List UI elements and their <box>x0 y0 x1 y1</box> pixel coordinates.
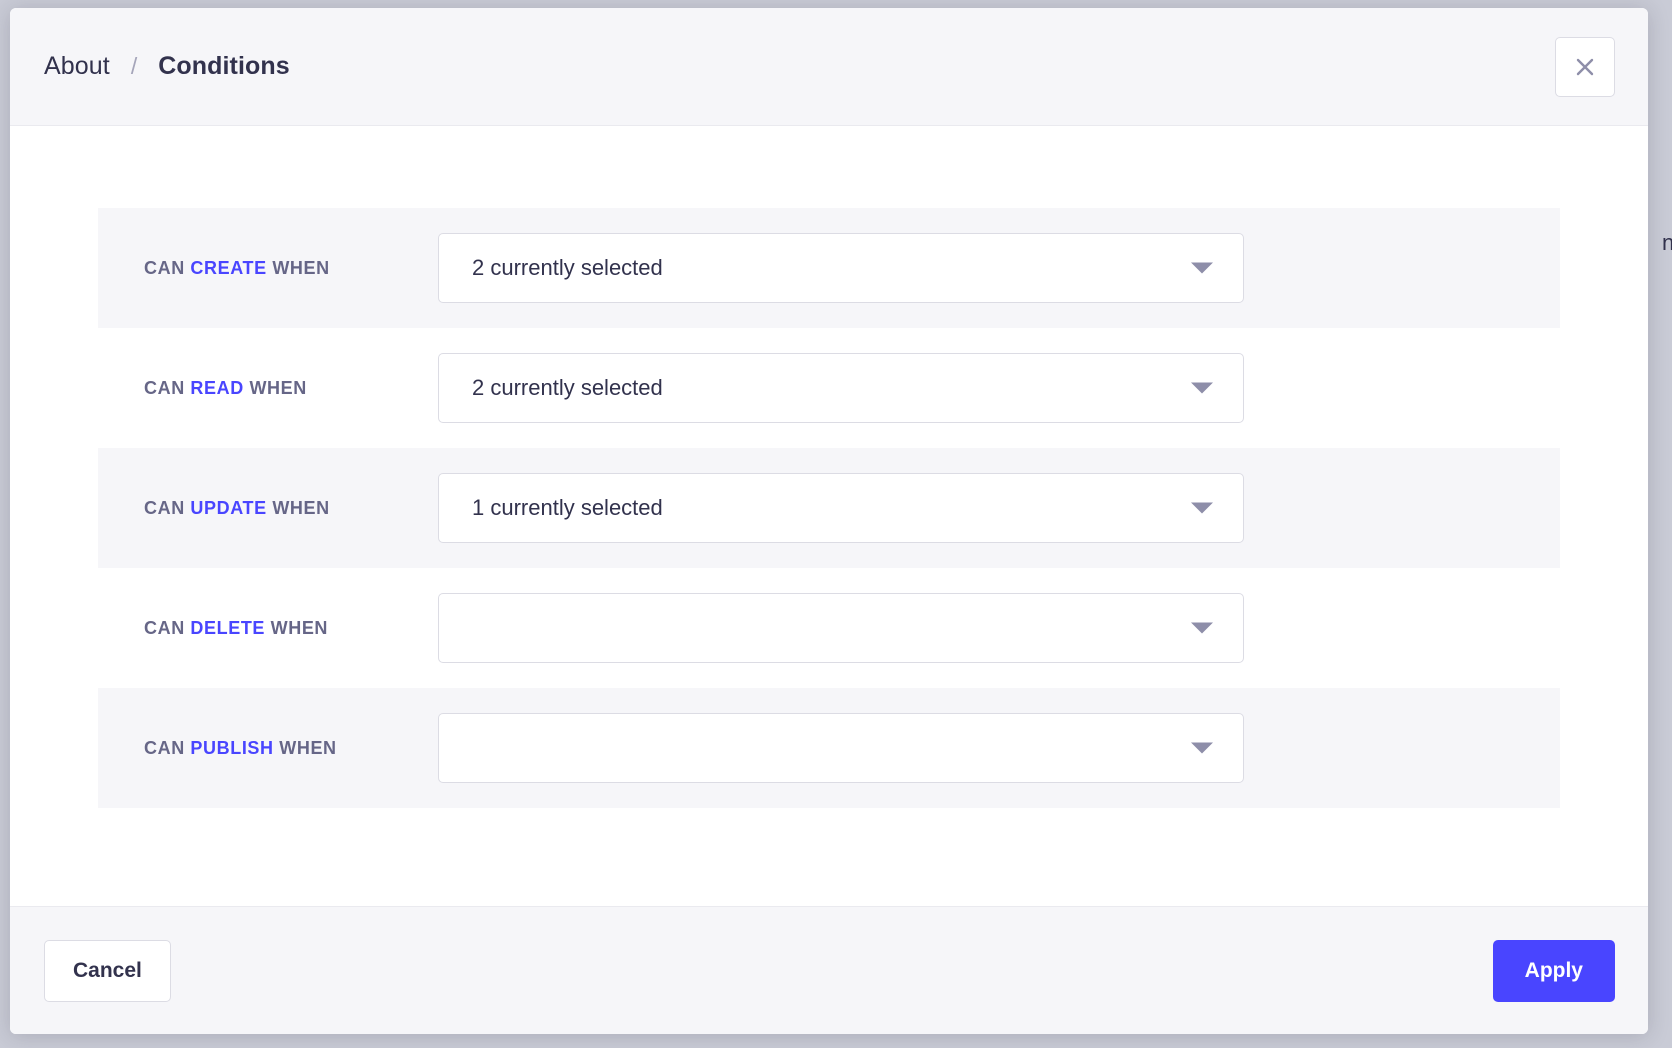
condition-prefix: CAN <box>144 497 185 518</box>
condition-row-publish: CAN PUBLISH WHEN <box>98 688 1560 808</box>
cancel-button[interactable]: Cancel <box>44 939 171 1002</box>
condition-row-create: CAN CREATE WHEN 2 currently selected <box>98 208 1560 328</box>
modal-footer: Cancel Apply <box>10 906 1648 1034</box>
condition-label-publish: CAN PUBLISH WHEN <box>144 738 438 759</box>
condition-select-value: 1 currently selected <box>472 495 663 520</box>
condition-suffix: WHEN <box>270 617 329 638</box>
condition-select-read[interactable]: 2 currently selected <box>438 353 1244 423</box>
condition-row-read: CAN READ WHEN 2 currently selected <box>98 328 1560 448</box>
condition-action: CREATE <box>190 257 267 278</box>
breadcrumb: About / Conditions <box>44 52 290 81</box>
condition-label-create: CAN CREATE WHEN <box>144 258 438 279</box>
condition-prefix: CAN <box>144 257 185 278</box>
condition-suffix: WHEN <box>272 257 330 278</box>
condition-action: READ <box>190 377 244 398</box>
close-button[interactable] <box>1555 36 1615 97</box>
condition-select-publish[interactable] <box>438 713 1244 783</box>
condition-prefix: CAN <box>144 377 185 398</box>
condition-select-value: 2 currently selected <box>472 375 663 400</box>
condition-prefix: CAN <box>144 737 185 758</box>
condition-select-update[interactable]: 1 currently selected <box>438 473 1244 543</box>
modal-header: About / Conditions <box>10 8 1648 126</box>
condition-label-read: CAN READ WHEN <box>144 378 438 399</box>
chevron-down-icon <box>1191 502 1213 514</box>
condition-suffix: WHEN <box>249 377 307 398</box>
condition-action: UPDATE <box>190 497 267 518</box>
background-page-text: n <box>1662 230 1672 255</box>
condition-action: DELETE <box>190 617 266 638</box>
chevron-down-icon <box>1191 742 1213 754</box>
condition-prefix: CAN <box>144 617 185 638</box>
close-icon <box>1573 55 1597 79</box>
conditions-modal: About / Conditions CAN CREATE WHEN 2 cur… <box>10 8 1648 1034</box>
apply-button[interactable]: Apply <box>1492 939 1615 1002</box>
condition-suffix: WHEN <box>279 737 337 758</box>
conditions-table: CAN CREATE WHEN 2 currently selected CAN… <box>98 208 1560 808</box>
condition-suffix: WHEN <box>272 497 330 518</box>
condition-action: PUBLISH <box>190 737 274 758</box>
condition-row-delete: CAN DELETE WHEN <box>98 568 1560 688</box>
condition-select-delete[interactable] <box>438 593 1244 663</box>
condition-row-update: CAN UPDATE WHEN 1 currently selected <box>98 448 1560 568</box>
chevron-down-icon <box>1191 622 1213 634</box>
condition-label-update: CAN UPDATE WHEN <box>144 498 438 519</box>
chevron-down-icon <box>1191 382 1213 394</box>
breadcrumb-separator: / <box>130 53 138 79</box>
modal-body: CAN CREATE WHEN 2 currently selected CAN… <box>10 126 1648 906</box>
condition-select-value: 2 currently selected <box>472 255 663 280</box>
chevron-down-icon <box>1191 262 1213 274</box>
breadcrumb-current: Conditions <box>158 52 290 80</box>
breadcrumb-parent[interactable]: About <box>44 52 110 80</box>
condition-select-create[interactable]: 2 currently selected <box>438 233 1244 303</box>
condition-label-delete: CAN DELETE WHEN <box>144 618 438 639</box>
